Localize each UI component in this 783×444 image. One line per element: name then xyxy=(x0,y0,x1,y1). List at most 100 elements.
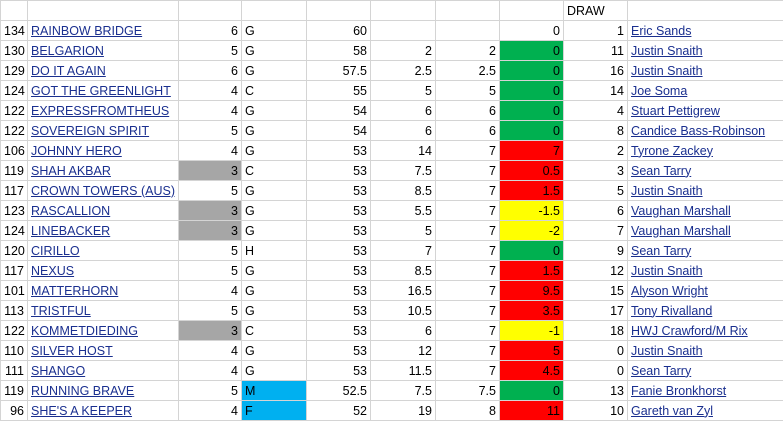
row: 111 SHANGO 4 G 53 11.5 7 4.5 0 Sean Tarry xyxy=(0,360,783,381)
horse-cell: NEXUS xyxy=(27,260,179,281)
draw-cell: 12 xyxy=(563,260,628,281)
jockey-link[interactable]: Vaughan Marshall xyxy=(631,203,731,218)
jockey-link[interactable]: HWJ Crawford/M Rix xyxy=(631,323,748,338)
margin-cell: 19 xyxy=(370,400,436,421)
sex-cell: G xyxy=(241,60,307,81)
horse-link[interactable]: RUNNING BRAVE xyxy=(31,383,135,398)
difference-cell: 7 xyxy=(499,140,564,161)
adjusted-cell: 7 xyxy=(435,180,500,201)
horse-cell: CROWN TOWERS (AUS) xyxy=(27,180,179,201)
age-cell: 5 xyxy=(178,40,242,61)
margin-cell: 10.5 xyxy=(370,300,436,321)
age-cell: 6 xyxy=(178,20,242,41)
rating-cell: 113 xyxy=(0,300,28,321)
jockey-link[interactable]: Justin Snaith xyxy=(631,183,703,198)
horse-link[interactable]: SILVER HOST xyxy=(31,343,113,358)
draw-cell: 5 xyxy=(563,180,628,201)
draw-cell: 10 xyxy=(563,400,628,421)
age-cell: 5 xyxy=(178,380,242,401)
horse-link[interactable]: EXPRESSFROMTHEUS xyxy=(31,103,170,118)
horse-link[interactable]: CIRILLO xyxy=(31,243,80,258)
rating-cell: 106 xyxy=(0,140,28,161)
margin-cell: 6 xyxy=(370,100,436,121)
adjusted-cell: 7 xyxy=(435,300,500,321)
jockey-link[interactable]: Vaughan Marshall xyxy=(631,223,731,238)
sheet-body: DRAW 134 RAINBOW BRIDGE 6 G 60 0 1 Eric Sands 13… xyxy=(0,0,783,421)
weight-cell: 53 xyxy=(306,220,371,241)
row: 122 EXPRESSFROMTHEUS 4 G 54 6 6 0 4 Stuart Pettig… xyxy=(0,100,783,121)
draw-cell: 11 xyxy=(563,40,628,61)
horse-cell: LINEBACKER xyxy=(27,220,179,241)
horse-link[interactable]: SHAH AKBAR xyxy=(31,163,111,178)
adjusted-cell: 7 xyxy=(435,240,500,261)
horse-link[interactable]: TRISTFUL xyxy=(31,303,91,318)
horse-link[interactable]: SHE'S A KEEPER xyxy=(31,403,133,418)
adjusted-cell: 7 xyxy=(435,280,500,301)
header-row: DRAW xyxy=(0,0,783,21)
horse-link[interactable]: SHANGO xyxy=(31,363,86,378)
jockey-link[interactable]: Stuart Pettigrew xyxy=(631,103,720,118)
jockey-link[interactable]: Justin Snaith xyxy=(631,43,703,58)
horse-link[interactable]: CROWN TOWERS (AUS) xyxy=(31,183,175,198)
horse-link[interactable]: NEXUS xyxy=(31,263,75,278)
jockey-link[interactable]: Gareth van Zyl xyxy=(631,403,713,418)
jockey-link[interactable]: Sean Tarry xyxy=(631,363,692,378)
horse-link[interactable]: JOHNNY HERO xyxy=(31,143,122,158)
difference-cell: -1 xyxy=(499,320,564,341)
horse-link[interactable]: RASCALLION xyxy=(31,203,111,218)
jockey-cell: Sean Tarry xyxy=(627,160,783,181)
jockey-link[interactable]: Joe Soma xyxy=(631,83,688,98)
jockey-link[interactable]: Justin Snaith xyxy=(631,343,703,358)
horse-link[interactable]: KOMMETDIEDING xyxy=(31,323,138,338)
jockey-link[interactable]: Justin Snaith xyxy=(631,63,703,78)
sex-cell: G xyxy=(241,20,307,41)
jockey-cell: Justin Snaith xyxy=(627,340,783,361)
jockey-link[interactable]: Sean Tarry xyxy=(631,243,692,258)
row: 119 SHAH AKBAR 3 C 53 7.5 7 0.5 3 Sean Tarry xyxy=(0,160,783,181)
draw-cell: 18 xyxy=(563,320,628,341)
jockey-link[interactable]: Eric Sands xyxy=(631,23,692,38)
horse-cell: DO IT AGAIN xyxy=(27,60,179,81)
row: 101 MATTERHORN 4 G 53 16.5 7 9.5 15 Alyson Wright xyxy=(0,280,783,301)
difference-cell: 1.5 xyxy=(499,180,564,201)
adjusted-cell: 7 xyxy=(435,340,500,361)
horse-link[interactable]: RAINBOW BRIDGE xyxy=(31,23,143,38)
row: 119 RUNNING BRAVE 5 M 52.5 7.5 7.5 0 13 Fanie Bro… xyxy=(0,380,783,401)
rating-cell: 120 xyxy=(0,240,28,261)
difference-cell: 0 xyxy=(499,40,564,61)
horse-link[interactable]: LINEBACKER xyxy=(31,223,111,238)
jockey-cell: Gareth van Zyl xyxy=(627,400,783,421)
margin-cell: 11.5 xyxy=(370,360,436,381)
jockey-link[interactable]: Fanie Bronkhorst xyxy=(631,383,727,398)
row: 124 LINEBACKER 3 G 53 5 7 -2 7 Vaughan Marshall xyxy=(0,220,783,241)
difference-cell: 0 xyxy=(499,240,564,261)
margin-cell: 5.5 xyxy=(370,200,436,221)
horse-cell: RASCALLION xyxy=(27,200,179,221)
horse-cell: SHAH AKBAR xyxy=(27,160,179,181)
jockey-link[interactable]: Tony Rivalland xyxy=(631,303,713,318)
jockey-link[interactable]: Sean Tarry xyxy=(631,163,692,178)
horse-link[interactable]: DO IT AGAIN xyxy=(31,63,106,78)
sex-cell: G xyxy=(241,100,307,121)
margin-cell: 5 xyxy=(370,220,436,241)
weight-cell: 53 xyxy=(306,320,371,341)
jockey-cell: Tyrone Zackey xyxy=(627,140,783,161)
horse-link[interactable]: GOT THE GREENLIGHT xyxy=(31,83,171,98)
adjusted-cell: 7 xyxy=(435,260,500,281)
horse-link[interactable]: BELGARION xyxy=(31,43,104,58)
sheet: DRAW 134 RAINBOW BRIDGE 6 G 60 0 1 Eric Sands 13… xyxy=(0,0,783,421)
adjusted-cell: 7 xyxy=(435,220,500,241)
rating-cell: 117 xyxy=(0,180,28,201)
adjusted-cell: 7 xyxy=(435,140,500,161)
horse-cell: EXPRESSFROMTHEUS xyxy=(27,100,179,121)
jockey-link[interactable]: Tyrone Zackey xyxy=(631,143,713,158)
jockey-cell: Alyson Wright xyxy=(627,280,783,301)
difference-cell: 4.5 xyxy=(499,360,564,381)
jockey-link[interactable]: Justin Snaith xyxy=(631,263,703,278)
jockey-link[interactable]: Candice Bass-Robinson xyxy=(631,123,766,138)
sex-cell: G xyxy=(241,220,307,241)
jockey-link[interactable]: Alyson Wright xyxy=(631,283,708,298)
jockey-cell: Justin Snaith xyxy=(627,180,783,201)
horse-link[interactable]: SOVEREIGN SPIRIT xyxy=(31,123,150,138)
horse-link[interactable]: MATTERHORN xyxy=(31,283,119,298)
